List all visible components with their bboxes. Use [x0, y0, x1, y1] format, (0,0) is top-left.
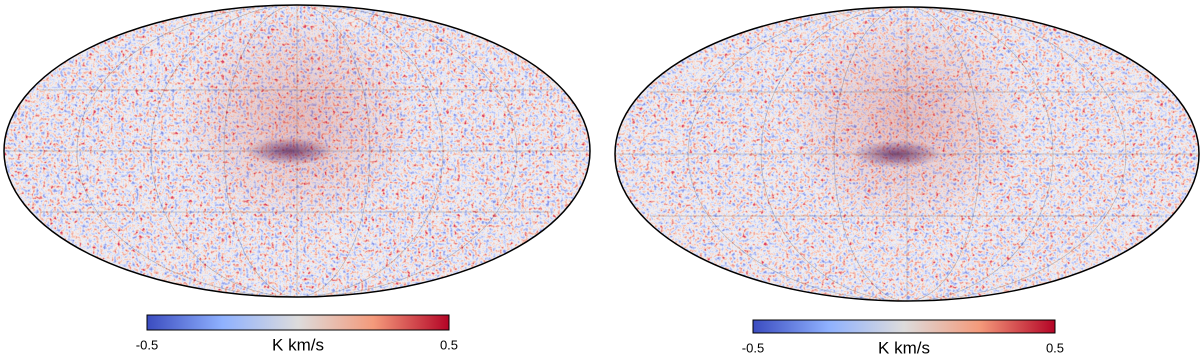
colorbar-label: K km/s: [272, 335, 324, 354]
sky-map: [615, 7, 1199, 301]
map-outline: [3, 4, 591, 298]
map-region: [177, 10, 417, 230]
map-outline: [614, 6, 1200, 302]
colorbar-tick-label: -0.5: [136, 337, 158, 352]
map-core: [245, 137, 335, 165]
colorbar-label: K km/s: [878, 338, 930, 357]
colorbar: [752, 319, 1056, 334]
colorbar: [146, 314, 450, 331]
sky-map: [4, 5, 590, 297]
colorbar-tick-label: 0.5: [1046, 340, 1064, 355]
colorbar-tick-label: -0.5: [742, 340, 764, 355]
map-core: [852, 140, 942, 168]
graticule: [615, 7, 1199, 301]
graticule: [4, 5, 590, 297]
map-region: [787, 10, 1027, 230]
colorbar-tick-label: 0.5: [440, 337, 458, 352]
